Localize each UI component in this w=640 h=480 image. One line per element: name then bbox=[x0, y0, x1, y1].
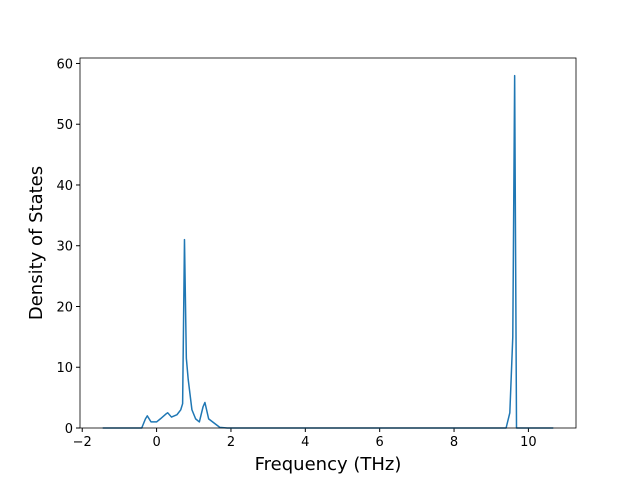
x-tick-label: 6 bbox=[376, 435, 384, 450]
y-axis-label: Density of States bbox=[26, 166, 47, 320]
x-tick-label: −2 bbox=[73, 435, 92, 450]
plot-frame bbox=[79, 57, 577, 429]
x-tick-label: 10 bbox=[520, 435, 537, 450]
y-tick-label: 40 bbox=[56, 179, 73, 194]
x-tick-label: 2 bbox=[227, 435, 235, 450]
x-tick-label: 8 bbox=[450, 435, 458, 450]
x-tick-label: 4 bbox=[301, 435, 309, 450]
y-tick-label: 50 bbox=[56, 118, 73, 133]
y-tick-label: 60 bbox=[56, 57, 73, 72]
y-tick-label: 10 bbox=[56, 361, 73, 376]
x-axis-label: Frequency (THz) bbox=[255, 454, 402, 475]
y-tick-label: 0 bbox=[65, 422, 73, 437]
y-tick-label: 20 bbox=[56, 300, 73, 315]
y-tick-label: 30 bbox=[56, 240, 73, 255]
x-tick-label: 0 bbox=[152, 435, 160, 450]
